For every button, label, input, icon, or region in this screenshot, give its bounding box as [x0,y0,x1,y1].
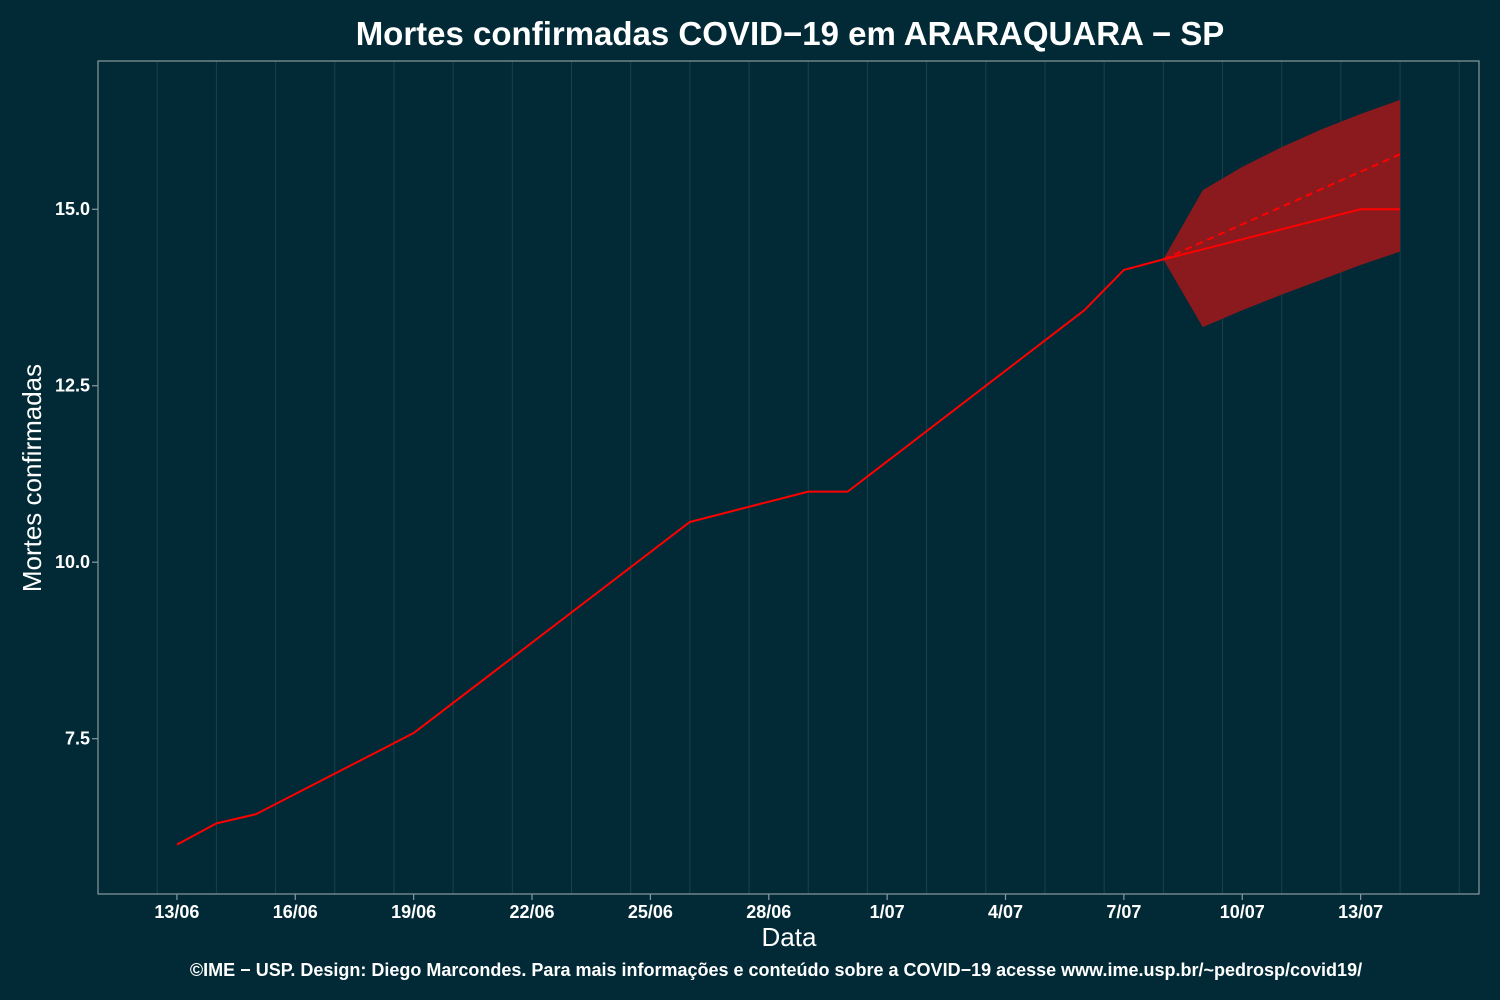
x-tick-label: 4/07 [988,902,1023,922]
confirmed-deaths-line [176,208,1401,846]
y-axis-label: Mortes confirmadas [17,364,47,592]
y-tick-label: 10.0 [55,552,90,572]
x-axis-label: Data [762,922,817,952]
y-tick-label: 12.5 [55,376,90,396]
chart-caption: ©IME − USP. Design: Diego Marcondes. Par… [190,960,1362,980]
y-axis-ticks: 7.5 10.0 12.5 15.0 [55,199,98,749]
confidence-band [1163,99,1401,328]
chart-title: Mortes confirmadas COVID−19 em ARARAQUAR… [356,15,1225,52]
x-tick-label: 10/07 [1220,902,1265,922]
x-axis-ticks: 13/06 16/06 19/06 22/06 25/06 28/06 1/07 4/07 7/… [154,894,1383,922]
y-tick-label: 7.5 [65,729,90,749]
x-tick-label: 13/06 [154,902,199,922]
y-tick-label: 15.0 [55,199,90,219]
x-tick-label: 7/07 [1106,902,1141,922]
x-tick-label: 28/06 [746,902,791,922]
x-tick-label: 19/06 [391,902,436,922]
confidence-band-layer [1163,99,1401,328]
x-tick-label: 1/07 [870,902,905,922]
series-layer [176,153,1401,846]
x-tick-label: 22/06 [510,902,555,922]
x-tick-label: 16/06 [273,902,318,922]
plot-frame [97,60,1480,895]
x-tick-label: 25/06 [628,902,673,922]
x-tick-label: 13/07 [1338,902,1383,922]
